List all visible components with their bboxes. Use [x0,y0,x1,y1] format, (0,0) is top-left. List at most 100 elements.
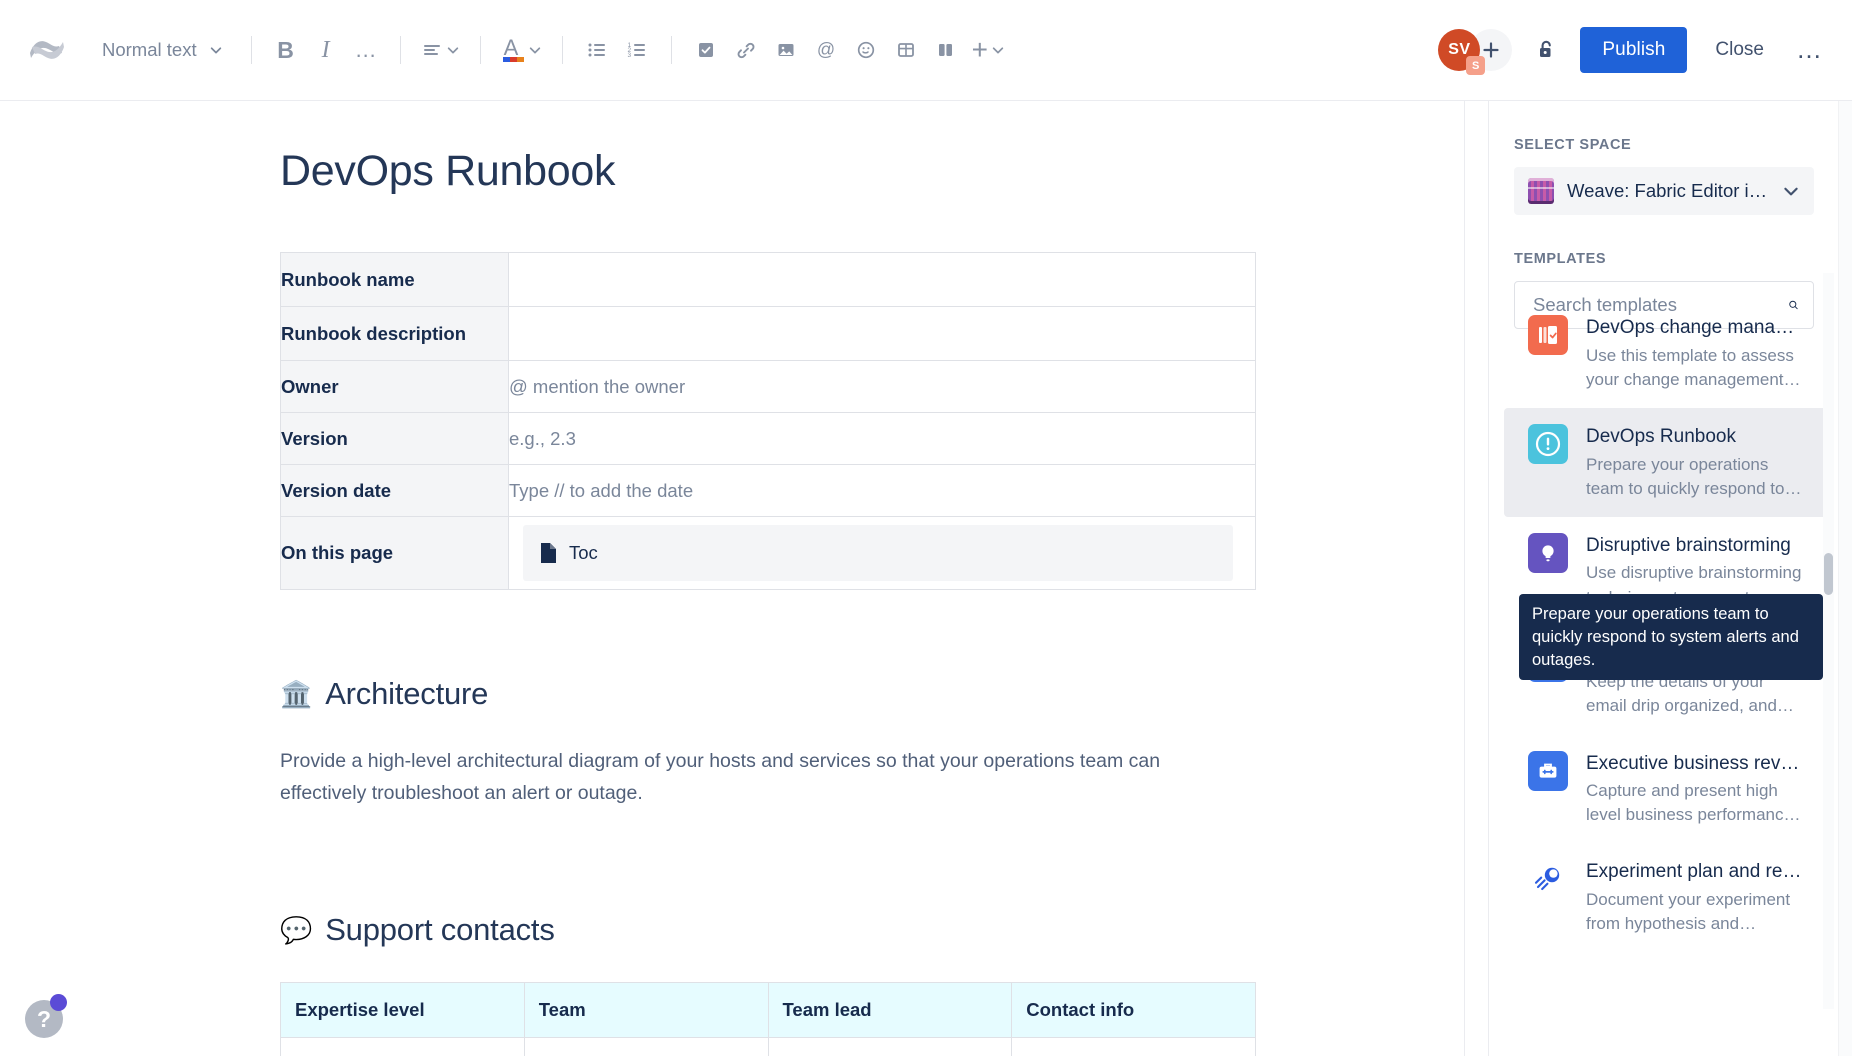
svg-text:1: 1 [627,42,631,49]
task-checkbox-button[interactable] [686,30,726,70]
editor-toolbar: Normal text B I … A [0,0,1852,101]
table-cell[interactable] [1011,1036,1256,1056]
table-row[interactable]: Owner @ mention the owner [280,360,1256,414]
runbook-info-table[interactable]: Runbook name Runbook description Owner @… [280,252,1256,591]
support-contacts-heading[interactable]: 💬 Support contacts [280,912,1464,948]
info-value[interactable]: e.g., 2.3 [508,412,1256,466]
numbered-list-button[interactable]: 1 2 3 [617,30,657,70]
chevron-down-icon[interactable] [1782,182,1800,200]
classical-building-emoji: 🏛️ [280,679,313,710]
plus-icon: + [971,33,988,65]
chevron-down-icon [447,47,458,54]
bullet-list-button[interactable] [577,30,617,70]
ellipsis-icon: … [354,36,377,62]
link-icon [737,42,755,59]
column-header: Team lead [767,981,1013,1038]
toc-macro-label: Toc [569,542,598,564]
more-actions-button[interactable]: … [1786,27,1832,73]
page-document-icon [541,543,556,564]
text-color-dropdown[interactable]: A [495,30,548,70]
support-contacts-table[interactable]: Expertise level Team Team lead Contact i… [280,981,1256,1056]
help-button[interactable]: ? [25,994,69,1038]
info-key: Runbook name [280,252,509,308]
list-item-text: Executive business review Capture and pr… [1586,751,1802,828]
chevron-down-icon [210,47,221,54]
info-value[interactable]: @ mention the owner [508,360,1256,414]
info-key: On this page [280,516,509,591]
info-value[interactable] [508,306,1256,362]
template-title: Experiment plan and results [1586,861,1802,883]
numbered-list-icon: 1 2 3 [627,42,645,59]
layout-button[interactable] [926,30,966,70]
space-avatar-icon [1528,178,1554,204]
change-management-icon [1528,315,1568,355]
table-cell[interactable] [523,1036,769,1056]
list-item[interactable]: Experiment plan and results Document you… [1504,843,1828,952]
table-button[interactable] [886,30,926,70]
table-header-row: Expertise level Team Team lead Contact i… [280,981,1256,1038]
table-row[interactable]: Runbook name [280,252,1256,308]
link-button[interactable] [726,30,766,70]
templates-scrollbar-thumb[interactable] [1824,553,1833,595]
columns-layout-icon [938,44,952,56]
bold-label: B [277,36,294,63]
template-title: Executive business review [1586,752,1802,774]
text-color-label: A [503,35,519,60]
architecture-paragraph[interactable]: Provide a high-level architectural diagr… [280,750,1161,805]
list-item[interactable]: Executive business review Capture and pr… [1504,735,1828,844]
avatar[interactable]: SV S [1438,29,1486,75]
template-description: Document your experiment from hypothesis… [1586,890,1791,934]
plus-icon [1483,42,1499,58]
space-select-dropdown[interactable]: Weave: Fabric Editor in… [1514,167,1814,215]
tooltip-text: Prepare your operations team to quickly … [1532,605,1799,669]
text-align-dropdown[interactable] [415,30,466,70]
more-formatting-button[interactable]: … [346,30,386,70]
avatar-status-badge: S [1466,56,1486,75]
templates-list[interactable]: DevOps change managem… Use this template… [1490,299,1838,1056]
architecture-heading-text: Architecture [325,676,489,712]
info-value[interactable]: Toc [508,516,1256,591]
speech-balloon-emoji: 💬 [280,914,313,945]
info-value[interactable] [508,252,1256,308]
emoji-button[interactable] [846,30,886,70]
panel-left-rail [1465,101,1489,1056]
toc-macro[interactable]: Toc [523,525,1233,582]
table-row[interactable]: Runbook description [280,306,1256,362]
table-row[interactable]: On this page Toc [280,516,1256,591]
close-button[interactable]: Close [1697,27,1782,73]
table-row[interactable]: Version e.g., 2.3 [280,412,1256,466]
table-row[interactable]: Version date Type // to add the date [280,464,1256,518]
svg-text:2: 2 [627,47,631,54]
bold-button[interactable]: B [266,30,306,70]
select-space-section: SELECT SPACE Weave: Fabric Editor in… [1490,137,1838,215]
search-icon[interactable] [1788,294,1799,316]
alert-exclamation-icon [1528,423,1568,464]
table-row[interactable] [280,1036,1256,1056]
list-item[interactable]: DevOps Runbook Prepare your operations t… [1504,407,1828,517]
info-value[interactable]: Type // to add the date [508,464,1256,518]
select-space-label: SELECT SPACE [1514,137,1632,153]
toolbar-divider [250,36,252,64]
architecture-heading[interactable]: 🏛️ Architecture [280,676,1464,712]
publish-button[interactable]: Publish [1580,27,1688,73]
restrictions-button[interactable] [1526,29,1568,71]
image-button[interactable] [766,30,806,70]
column-header: Expertise level [280,981,525,1038]
mention-button[interactable]: @ [806,30,846,70]
italic-button[interactable]: I [306,30,346,70]
checkbox-task-icon [698,43,713,57]
template-title: DevOps Runbook [1586,425,1736,447]
toolbar-divider [561,36,563,64]
insert-dropdown[interactable]: + [966,30,1011,70]
emoji-smiley-icon [857,41,874,59]
search-input[interactable] [1531,293,1778,317]
list-item[interactable]: DevOps change managem… Use this template… [1504,299,1828,408]
page-scrollbar[interactable] [1838,101,1852,1056]
document-canvas[interactable]: DevOps Runbook Runbook name Runbook desc… [0,101,1464,1056]
text-style-dropdown[interactable]: Normal text [92,30,233,70]
page-title[interactable]: DevOps Runbook [280,147,616,195]
templates-scrollbar-track[interactable] [1823,273,1834,1009]
table-cell[interactable] [767,1036,1013,1056]
template-description: Use this template to assess your change … [1586,345,1801,389]
table-cell[interactable] [280,1036,525,1056]
